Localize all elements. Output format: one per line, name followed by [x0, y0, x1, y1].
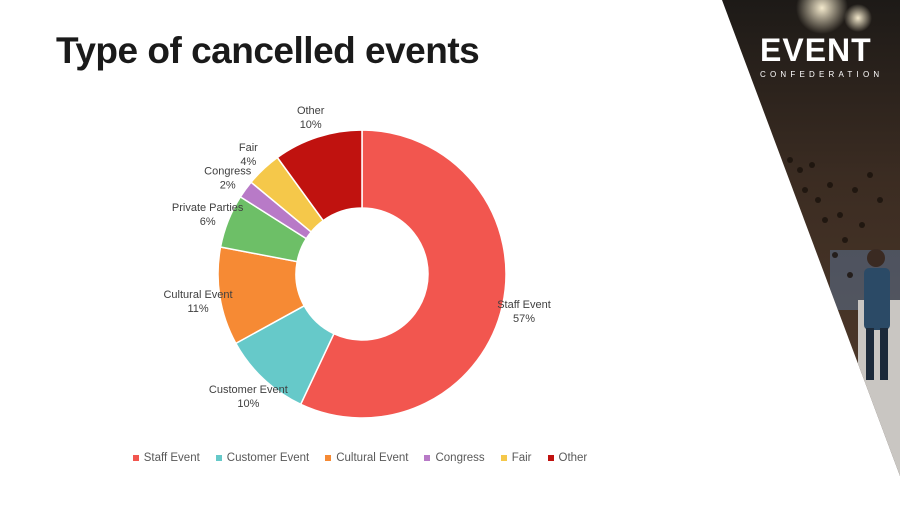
slide-title: Type of cancelled events — [56, 30, 480, 71]
legend-item: Cultural Event — [325, 452, 408, 464]
legend-swatch — [500, 455, 507, 461]
data-label-category: Congress — [204, 165, 252, 177]
data-label-value: 11% — [187, 303, 208, 315]
legend-swatch — [215, 455, 222, 461]
legend-label: Other — [558, 452, 588, 464]
data-label-category: Customer Event — [209, 384, 288, 396]
data-label-category: Private Parties — [172, 202, 244, 214]
data-label-value: 4% — [240, 156, 256, 168]
legend-item: Customer Event — [215, 452, 310, 464]
brand-tagline: CONFEDERATION — [760, 70, 884, 79]
legend-label: Fair — [511, 452, 532, 464]
legend-label: Customer Event — [226, 452, 310, 464]
data-label-category: Other — [297, 105, 325, 117]
data-label-category: Fair — [239, 142, 258, 154]
legend-swatch — [547, 455, 554, 461]
chart-legend: Staff Event Customer Event Cultural Event C… — [0, 452, 720, 464]
legend-item: Congress — [424, 452, 485, 464]
data-label-value: 10% — [237, 398, 259, 410]
legend-label: Cultural Event — [336, 452, 409, 464]
brand-logo: EVENT CONFEDERATION — [760, 34, 884, 79]
legend-item: Other — [547, 452, 588, 464]
legend-item: Fair — [500, 452, 532, 464]
data-label-category: Cultural Event — [163, 289, 232, 301]
data-label-value: 2% — [220, 179, 236, 191]
data-label-value: 57% — [513, 313, 535, 325]
legend-swatch — [424, 455, 431, 461]
brand-name: EVENT — [760, 32, 872, 68]
slice-staff-event — [299, 129, 507, 419]
slice-other — [276, 129, 363, 222]
legend-swatch — [132, 455, 139, 461]
legend-label: Congress — [435, 452, 485, 464]
data-label-value: 6% — [200, 216, 216, 228]
data-label-category: Staff Event — [497, 299, 551, 311]
legend-swatch — [325, 455, 332, 461]
legend-item: Staff Event — [132, 452, 200, 464]
data-label-value: 10% — [300, 119, 322, 131]
legend-label: Staff Event — [143, 452, 200, 464]
